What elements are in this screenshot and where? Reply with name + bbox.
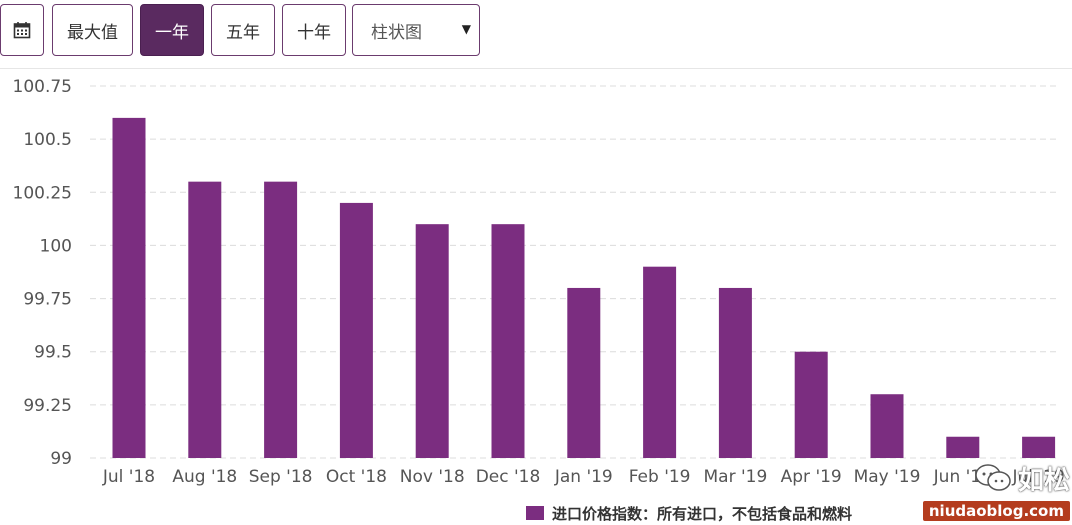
- x-tick-label: Oct '18: [326, 467, 387, 487]
- bar[interactable]: [415, 224, 449, 458]
- watermark: 如松 niudaoblog.com: [920, 455, 1070, 525]
- x-tick-label: Dec '18: [476, 467, 541, 487]
- bar[interactable]: [567, 287, 601, 458]
- watermark-url: niudaoblog.com: [922, 500, 1070, 521]
- legend-series-label: 进口价格指数：所有进口，不包括食品和燃料: [552, 504, 853, 523]
- range-five-year-button[interactable]: 五年: [211, 4, 275, 56]
- bar[interactable]: [491, 224, 525, 458]
- chevron-down-icon: ▼: [461, 22, 471, 36]
- chart-legend[interactable]: 进口价格指数：所有进口，不包括食品和燃料: [526, 502, 852, 524]
- bar[interactable]: [1022, 436, 1056, 458]
- chart-type-value: 柱状图: [371, 22, 422, 43]
- watermark-name: 如松: [1017, 465, 1070, 496]
- bar[interactable]: [188, 181, 222, 458]
- x-tick-label: Sep '18: [249, 467, 313, 487]
- bar[interactable]: [643, 266, 677, 458]
- x-tick-label: Mar '19: [704, 467, 768, 487]
- bar[interactable]: [339, 202, 373, 458]
- y-tick-label: 100: [40, 236, 72, 256]
- x-tick-label: Apr '19: [781, 467, 842, 487]
- x-tick-label: Aug '18: [172, 467, 237, 487]
- calendar-button[interactable]: [0, 4, 44, 56]
- y-tick-label: 100.5: [23, 130, 72, 150]
- x-tick-label: Jan '19: [554, 467, 613, 487]
- x-tick-label: Nov '18: [400, 467, 465, 487]
- x-tick-label: May '19: [854, 467, 921, 487]
- range-one-year-button[interactable]: 一年: [140, 4, 204, 56]
- y-tick-label: 99.5: [34, 343, 72, 363]
- range-ten-year-button[interactable]: 十年: [282, 4, 346, 56]
- y-tick-label: 99.25: [23, 396, 72, 416]
- bar[interactable]: [718, 287, 752, 458]
- x-tick-label: Feb '19: [629, 467, 691, 487]
- toolbar: 最大值 一年 五年 十年 柱状图 ▼: [0, 4, 1072, 58]
- chart-type-select[interactable]: 柱状图 ▼: [352, 4, 480, 56]
- toolbar-divider: [0, 68, 1072, 69]
- chat-bubbles-icon: [975, 464, 1011, 491]
- range-max-button[interactable]: 最大值: [52, 4, 133, 56]
- y-tick-label: 99.75: [23, 290, 72, 310]
- bar[interactable]: [946, 436, 980, 458]
- bar[interactable]: [794, 351, 828, 458]
- x-tick-label: Jul '19: [1011, 467, 1064, 487]
- y-tick-label: 99: [50, 449, 72, 469]
- y-tick-label: 100.75: [13, 77, 72, 97]
- y-tick-label: 100.25: [13, 183, 72, 203]
- bar[interactable]: [870, 394, 904, 458]
- bar[interactable]: [264, 181, 298, 458]
- calendar-icon: [13, 22, 31, 39]
- x-tick-label: Jul '18: [102, 467, 155, 487]
- bar[interactable]: [112, 117, 146, 458]
- legend-swatch: [526, 506, 544, 520]
